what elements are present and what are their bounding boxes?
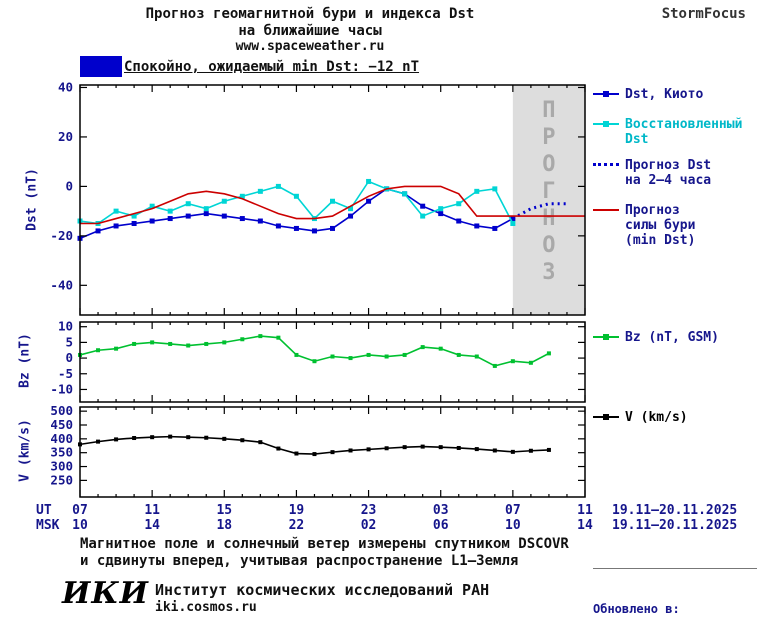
institute-url: iki.cosmos.ru (155, 600, 257, 615)
legend-line-sample (593, 121, 619, 127)
svg-text:06: 06 (433, 518, 449, 533)
svg-text:03: 03 (433, 503, 449, 518)
forecast-band-label: О (542, 152, 555, 177)
svg-text:10: 10 (58, 319, 73, 334)
legend-label: силы бури (625, 218, 696, 233)
legend-square-marker (603, 334, 609, 340)
bz-axis-label: Bz (nT) (17, 333, 33, 388)
svg-text:18: 18 (216, 518, 232, 533)
svg-text:-5: -5 (58, 366, 73, 381)
status-color-box (80, 56, 122, 77)
svg-text:20: 20 (58, 129, 73, 144)
svg-text:350: 350 (50, 445, 73, 460)
dst-axis-label: Dst (nT) (24, 168, 40, 231)
svg-text:500: 500 (50, 403, 73, 418)
updated-block: Обновлено в: UT 07:05, 20.11.2025 MSK 10… (593, 568, 757, 620)
svg-text:15: 15 (216, 503, 232, 518)
svg-text:10: 10 (505, 518, 521, 533)
svg-text:-20: -20 (50, 228, 73, 243)
forecast-band-label: Н (542, 206, 555, 231)
svg-text:-10: -10 (50, 381, 73, 396)
data-source-note-line2: и сдвинуты вперед, учитывая распростране… (80, 553, 519, 569)
forecast-band-label: З (542, 260, 555, 285)
legend-item-storm-strength: Прогноз силы бури (min Dst) (593, 203, 695, 248)
legend-item-reconstructed-dst: Восстановленный Dst (593, 117, 742, 147)
svg-text:450: 450 (50, 417, 73, 432)
legend-line-sample (593, 91, 619, 97)
svg-text:300: 300 (50, 459, 73, 474)
legend-square-marker (603, 121, 609, 127)
legend-line-sample (593, 209, 619, 211)
svg-text:22: 22 (289, 518, 305, 533)
brand-label: StormFocus (661, 6, 746, 22)
site-url: www.spaceweather.ru (235, 39, 385, 54)
legend-label: на 2–4 часа (625, 173, 712, 188)
updated-label: Обновлено в: (593, 602, 680, 616)
svg-text:5: 5 (65, 334, 73, 349)
status-text: Спокойно, ожидаемый min Dst: −12 nT (124, 59, 420, 75)
svg-text:19.11–20.11.2025: 19.11–20.11.2025 (612, 503, 737, 518)
svg-text:0: 0 (65, 350, 73, 365)
svg-text:MSK: MSK (36, 518, 60, 533)
series-Прогноз Dst на 2–4 часа (512, 202, 567, 220)
legend-label: V (km/s) (625, 410, 688, 425)
data-source-note-line1: Магнитное поле и солнечный ветер измерен… (80, 536, 569, 552)
svg-text:07: 07 (505, 503, 521, 518)
legend-dotted-sample (593, 163, 619, 166)
forecast-band (512, 85, 585, 315)
page-title-line1: Прогноз геомагнитной бури и индекса Dst (145, 6, 475, 22)
svg-text:10: 10 (72, 518, 88, 533)
series-Прогноз силы бури (min Dst) (80, 185, 585, 225)
legend-label: Восстановленный (625, 117, 743, 132)
svg-text:07: 07 (72, 503, 88, 518)
svg-text:UT: UT (36, 503, 52, 518)
svg-text:-40: -40 (50, 277, 73, 292)
svg-text:23: 23 (361, 503, 377, 518)
forecast-chart: ПРОГНОЗ40200-20-401050-5-105004504003503… (36, 80, 737, 533)
legend-label: Прогноз (625, 203, 680, 218)
legend-line-sample (593, 334, 619, 340)
legend-label: (min Dst) (625, 233, 696, 248)
legend-item-v: V (km/s) (593, 410, 688, 425)
iki-logo: ИКИ (62, 576, 149, 611)
legend-square-marker (603, 414, 609, 420)
legend-label: Dst (625, 132, 649, 147)
svg-text:40: 40 (58, 80, 73, 94)
legend-label: Bz (nT, GSM) (625, 330, 719, 345)
legend-label: Прогноз Dst (625, 158, 712, 173)
svg-text:19: 19 (289, 503, 305, 518)
svg-text:400: 400 (50, 431, 73, 446)
legend-item-bz: Bz (nT, GSM) (593, 330, 719, 345)
svg-text:11: 11 (577, 503, 593, 518)
forecast-band-label: П (542, 98, 555, 123)
legend-item-forecast-dst: Прогноз Dst на 2–4 часа (593, 158, 711, 188)
legend-square-marker (603, 91, 609, 97)
forecast-band-label: Г (542, 179, 555, 204)
svg-text:11: 11 (144, 503, 160, 518)
svg-text:02: 02 (361, 518, 377, 533)
svg-text:0: 0 (65, 178, 73, 193)
svg-text:19.11–20.11.2025: 19.11–20.11.2025 (612, 518, 737, 533)
legend-line-sample (593, 414, 619, 420)
forecast-band-label: Р (542, 125, 555, 150)
forecast-band-label: О (542, 233, 555, 258)
svg-text:14: 14 (144, 518, 160, 533)
legend-item-dst-kyoto: Dst, Киото (593, 87, 703, 102)
svg-text:250: 250 (50, 472, 73, 487)
legend-label: Dst, Киото (625, 87, 704, 102)
v-axis-label: V (km/s) (17, 419, 33, 482)
page-title-line2: на ближайшие часы (238, 23, 382, 39)
series-V (km/s) (79, 435, 549, 455)
svg-text:14: 14 (577, 518, 593, 533)
institute-name: Институт космических исследований РАН (155, 581, 490, 599)
